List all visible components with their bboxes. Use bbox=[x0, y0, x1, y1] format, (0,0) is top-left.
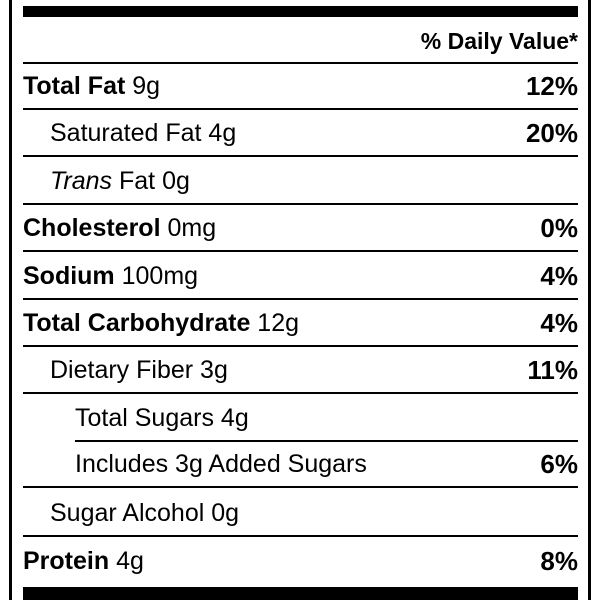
daily-value-percent: 6% bbox=[540, 448, 578, 479]
nutrient-amount: Sugar Alcohol 0g bbox=[50, 498, 240, 527]
nutrient-label: Total Carbohydrate 12g bbox=[23, 309, 299, 338]
nutrient-row: Dietary Fiber 3g 11% bbox=[23, 348, 578, 394]
nutrient-label: Includes 3g Added Sugars bbox=[23, 450, 367, 479]
right-border bbox=[588, 0, 591, 600]
nutrient-name-italic: Trans bbox=[50, 166, 113, 195]
nutrient-amount: Fat 0g bbox=[112, 166, 190, 195]
nutrient-label: Sugar Alcohol 0g bbox=[23, 499, 239, 528]
nutrient-amount: 100mg bbox=[114, 261, 199, 290]
daily-value-percent: 20% bbox=[525, 117, 578, 148]
nutrient-amount: 9g bbox=[125, 71, 161, 100]
nutrient-label: Protein 4g bbox=[23, 547, 144, 576]
nutrient-name: Protein bbox=[23, 546, 110, 575]
nutrient-row: Sugar Alcohol 0g bbox=[23, 491, 578, 537]
daily-value-percent: 12% bbox=[525, 70, 578, 101]
daily-value-percent: 8% bbox=[540, 545, 578, 576]
nutrient-row: Total Sugars 4g bbox=[75, 396, 578, 442]
daily-value-header: % Daily Value* bbox=[23, 24, 578, 64]
nutrient-label: Saturated Fat 4g bbox=[23, 119, 236, 148]
nutrient-amount: Includes 3g Added Sugars bbox=[75, 449, 367, 478]
nutrient-amount: 12g bbox=[250, 308, 300, 337]
nutrient-row: Includes 3g Added Sugars 6% bbox=[23, 442, 578, 488]
nutrient-row: Total Carbohydrate 12g 4% bbox=[23, 301, 578, 347]
nutrient-name: Total Fat bbox=[23, 71, 126, 100]
nutrient-label: Cholesterol 0mg bbox=[23, 214, 216, 243]
nutrient-label: Total Sugars 4g bbox=[75, 404, 249, 433]
nutrient-amount: 4g bbox=[109, 546, 144, 575]
daily-value-percent: 4% bbox=[540, 307, 578, 338]
nutrient-row: Cholesterol 0mg 0% bbox=[23, 206, 578, 252]
nutrient-amount: 0mg bbox=[160, 213, 217, 242]
nutrient-row: Protein 4g 8% bbox=[23, 538, 578, 584]
nutrient-amount: Saturated Fat 4g bbox=[50, 118, 237, 147]
nutrient-row: Sodium 100mg 4% bbox=[23, 254, 578, 300]
nutrient-row: Saturated Fat 4g 20% bbox=[23, 111, 578, 157]
bottom-thick-bar bbox=[23, 587, 578, 600]
nutrient-name: Total Carbohydrate bbox=[23, 308, 251, 337]
nutrient-label: Dietary Fiber 3g bbox=[23, 356, 228, 385]
nutrient-row: Total Fat 9g 12% bbox=[23, 64, 578, 110]
nutrient-name: Sodium bbox=[23, 261, 115, 290]
nutrient-amount: Dietary Fiber 3g bbox=[50, 355, 228, 384]
nutrient-label: Sodium 100mg bbox=[23, 262, 198, 291]
daily-value-percent: 4% bbox=[540, 260, 578, 291]
nutrient-amount: Total Sugars 4g bbox=[75, 403, 249, 432]
top-thick-bar bbox=[23, 6, 578, 17]
left-border bbox=[9, 0, 12, 600]
nutrient-label: Total Fat 9g bbox=[23, 72, 160, 101]
nutrient-name: Cholesterol bbox=[23, 213, 161, 242]
daily-value-percent: 0% bbox=[540, 212, 578, 243]
nutrient-row: Trans Fat 0g bbox=[23, 159, 578, 205]
daily-value-percent: 11% bbox=[527, 354, 578, 385]
nutrient-label: Trans Fat 0g bbox=[23, 167, 190, 196]
